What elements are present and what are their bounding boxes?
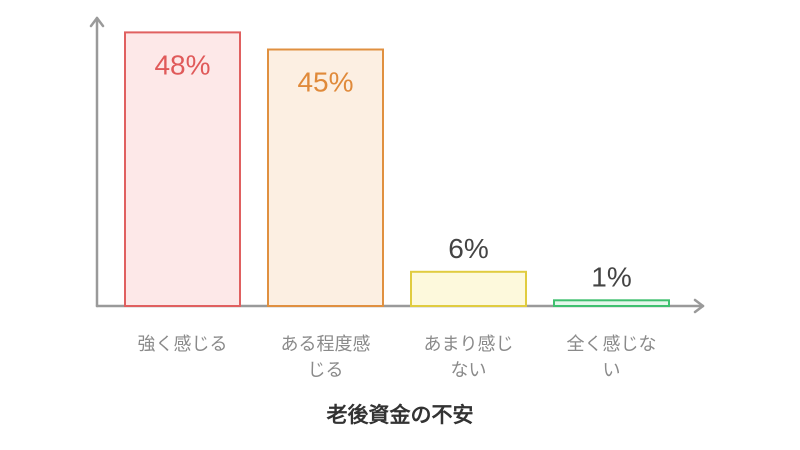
- category-label: い: [603, 360, 621, 381]
- bar-value-label: 48%: [154, 49, 210, 80]
- bar: [553, 299, 670, 307]
- x-axis-arrow: [693, 298, 705, 314]
- y-axis-arrow: [89, 16, 105, 28]
- category-label: あまり感じ: [424, 334, 514, 355]
- category-label: ある程度感: [281, 334, 371, 355]
- bar-value-label: 1%: [591, 261, 631, 292]
- bar: [124, 31, 241, 308]
- chart-value-labels: 48% 45% 6% 1%: [154, 49, 631, 292]
- bar-value-label: 6%: [448, 233, 488, 264]
- bar: [410, 270, 527, 307]
- bar-value-label: 45%: [297, 67, 353, 98]
- chart-title: 老後資金の不安: [327, 403, 474, 427]
- category-label: 強く感じる: [138, 334, 228, 355]
- chart-bars: [124, 31, 670, 308]
- category-label: 全く感じな: [567, 334, 657, 355]
- category-label: ない: [451, 360, 487, 381]
- category-label: じる: [308, 360, 344, 381]
- bar: [267, 48, 384, 307]
